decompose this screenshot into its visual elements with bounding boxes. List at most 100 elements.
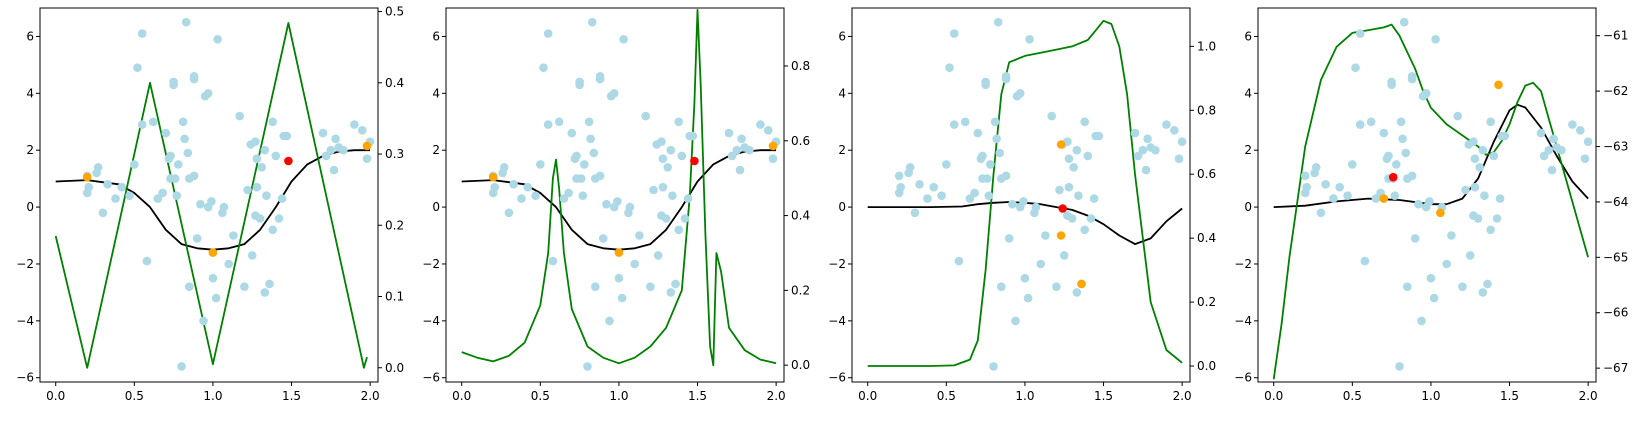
scatter-point <box>1407 74 1417 84</box>
scatter-point <box>1371 194 1381 203</box>
scatter-point <box>517 194 526 203</box>
scatter-point <box>142 256 152 266</box>
scatter-point <box>247 251 257 260</box>
subplot-2: 0.0 0.5 1.0 1.5 2.0 −6 −4 −2 0 2 4 6 0.0 0.2 0.4 0.6 0.8 <box>422 7 810 403</box>
scatter-point <box>949 120 959 129</box>
scatter-point <box>257 163 267 172</box>
highlight-orange-point <box>362 141 372 151</box>
scatter-point <box>993 17 1003 27</box>
scatter-point <box>609 89 619 98</box>
scatter-point <box>1390 191 1400 200</box>
scatter-point <box>635 231 644 240</box>
scatter-point <box>1384 151 1393 161</box>
scatter-point <box>1059 251 1069 260</box>
scatter-point <box>668 191 677 200</box>
scatter-point <box>196 199 205 209</box>
scatter-point <box>649 185 658 195</box>
scatter-point <box>98 208 108 218</box>
scatter-point <box>1031 202 1041 212</box>
highlight-red-point <box>1058 204 1067 213</box>
scatter-point <box>992 134 1001 144</box>
scatter-point <box>318 128 328 138</box>
scatter-point <box>509 180 518 189</box>
scatter-point <box>350 120 359 129</box>
scatter-point <box>262 191 271 200</box>
scatter-point <box>625 202 635 212</box>
y2-tick-label: 0.5 <box>385 5 404 19</box>
y2-tick-label: 0.8 <box>791 59 810 73</box>
scatter-point <box>896 182 905 192</box>
scatter-point <box>989 362 998 371</box>
scatter-point <box>990 117 1000 127</box>
scatter-point <box>572 151 581 161</box>
scatter-point <box>1343 191 1352 200</box>
scatter-point <box>177 362 186 371</box>
scatter-point <box>255 214 265 223</box>
scatter-point <box>923 194 932 203</box>
highlight-orange-point <box>614 248 624 257</box>
scatter-point <box>211 293 221 303</box>
y2-tick-label: 0.4 <box>385 76 404 90</box>
scatter-point <box>1067 214 1077 223</box>
scatter-point <box>1536 128 1546 138</box>
subplot-3: 0.0 0.5 1.0 1.5 2.0 −6 −4 −2 0 2 4 6 0.0 0.2 0.4 0.6 0.8… <box>828 7 1216 403</box>
y-tick-label: 4 <box>1244 86 1252 100</box>
scatter-point <box>268 225 278 235</box>
scatter-point <box>954 256 964 266</box>
scatter-point <box>575 77 584 87</box>
scatter-point <box>584 117 594 127</box>
y-tick-label: 2 <box>26 143 34 157</box>
scatter-point <box>1080 117 1089 127</box>
scatter-point <box>251 137 260 146</box>
scatter-point <box>326 145 336 155</box>
scatter-point <box>1348 160 1357 169</box>
scatter-point <box>125 191 134 200</box>
scatter-point <box>619 35 628 44</box>
y2-tick-label: 0.0 <box>791 358 810 372</box>
y2-tick-label: −67 <box>1603 361 1628 375</box>
scatter-point <box>536 160 545 169</box>
highlight-orange-point <box>208 248 218 257</box>
y2-tick-label: 0.2 <box>1197 295 1216 309</box>
scatter-point <box>929 182 938 192</box>
x-tick-label: 1.0 <box>1015 389 1034 403</box>
scatter-point <box>504 208 514 218</box>
x-tick-label: 1.0 <box>609 389 628 403</box>
y-tick-label: 6 <box>838 29 846 43</box>
scatter-point <box>260 288 270 297</box>
scatter-point <box>981 77 990 87</box>
scatter-point <box>148 117 158 127</box>
y2-tick-label: 0.0 <box>385 361 404 375</box>
scatter-point <box>137 120 147 129</box>
scatter-point <box>133 63 142 72</box>
plot-area <box>1272 17 1593 380</box>
y-tick-label: 2 <box>432 143 440 157</box>
scatter-point <box>240 282 249 292</box>
scatter-point <box>617 293 627 303</box>
scatter-point <box>1453 111 1462 121</box>
x-tick-label: 2.0 <box>767 389 786 403</box>
scatter-point <box>595 171 605 181</box>
scatter-point <box>674 225 683 235</box>
scatter-point <box>1392 160 1401 169</box>
y-tick-label: 0 <box>432 200 440 214</box>
x-tick-label: 1.5 <box>1500 389 1519 403</box>
scatter-point <box>1492 214 1502 223</box>
scatter-point <box>595 74 605 84</box>
scatter-point <box>268 117 278 127</box>
scatter-point <box>161 128 171 138</box>
scatter-point <box>1576 126 1585 135</box>
y-tick-label: −2 <box>1234 257 1252 271</box>
scatter-point <box>978 151 987 161</box>
scatter-point <box>539 63 548 72</box>
scatter-point <box>1500 131 1510 141</box>
scatter-point <box>178 117 188 127</box>
highlight-orange-point <box>488 172 498 182</box>
scatter-point <box>1478 288 1488 297</box>
scatter-point <box>1583 137 1593 146</box>
scatter-point <box>282 131 292 141</box>
scatter-point <box>1133 151 1143 161</box>
x-tick-label: 0.0 <box>452 389 471 403</box>
y2-tick-label: 0.8 <box>1197 103 1216 117</box>
scatter-point <box>180 134 189 144</box>
